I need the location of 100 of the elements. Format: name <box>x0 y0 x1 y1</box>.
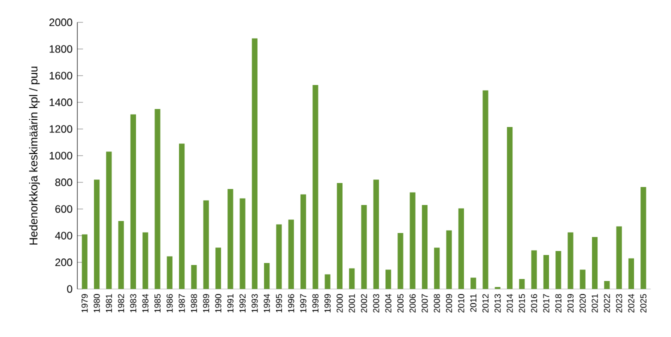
bar <box>349 268 355 289</box>
x-tick-label: 2015 <box>518 294 525 313</box>
bar <box>300 194 306 289</box>
x-tick-label: 2009 <box>446 294 452 313</box>
x-tick-label: 1988 <box>190 294 198 312</box>
bar <box>640 187 646 289</box>
y-tick-label: 400 <box>55 232 72 240</box>
x-tick-label: 2003 <box>373 294 380 313</box>
x-tick-label: 1984 <box>142 294 148 312</box>
x-tick-label: 2006 <box>410 294 416 313</box>
y-axis-title: Hedenorkkoja keskimäärin kpl / puu <box>29 66 40 245</box>
bar <box>312 85 318 289</box>
bar <box>82 234 88 289</box>
bar <box>179 144 185 289</box>
x-tick-label: 2004 <box>385 294 392 313</box>
x-tick-label: 1998 <box>312 294 318 312</box>
y-tick-label: 1200 <box>50 125 72 133</box>
x-tick-label: 2022 <box>604 294 610 313</box>
bar <box>458 208 464 289</box>
x-tick-label: 2024 <box>628 294 634 313</box>
y-tick-label: 1400 <box>50 98 72 106</box>
bar <box>130 114 136 289</box>
x-tick-label: 1986 <box>166 294 173 312</box>
x-tick-label: 2019 <box>567 294 574 313</box>
x-tick-label: 2011 <box>470 294 476 312</box>
bar <box>556 251 562 289</box>
y-tick-label: 200 <box>55 258 72 266</box>
bar <box>240 198 246 289</box>
bar <box>336 183 343 289</box>
y-tick-label: 1600 <box>50 72 72 80</box>
bar <box>398 233 404 289</box>
bar <box>531 250 537 289</box>
bar <box>191 265 197 289</box>
bar <box>519 279 525 289</box>
x-tick-label: 1989 <box>203 294 210 312</box>
bar <box>276 224 282 289</box>
x-tick-label: 2000 <box>336 294 343 313</box>
x-tick-label: 2010 <box>458 294 464 313</box>
x-tick-label: 2016 <box>530 294 538 313</box>
x-tick-label: 2020 <box>580 294 586 313</box>
x-tick-label: 2012 <box>482 294 489 313</box>
bar <box>580 270 586 289</box>
x-tick-label: 1993 <box>252 294 258 312</box>
bar <box>422 205 428 289</box>
x-tick-label: 1985 <box>154 294 161 312</box>
bar <box>94 180 100 289</box>
bar <box>543 255 549 289</box>
bar <box>228 189 234 289</box>
x-tick-label: 1992 <box>239 294 246 312</box>
x-tick-label: 1980 <box>94 294 100 312</box>
x-tick-label: 1983 <box>130 294 136 312</box>
x-tick-label: 2001 <box>348 294 355 313</box>
x-tick-label: 1981 <box>106 294 112 312</box>
y-tick-label: 800 <box>55 178 72 186</box>
bar <box>166 256 172 289</box>
y-tick-label: 1000 <box>50 152 72 160</box>
bar <box>434 248 440 289</box>
x-tick-label: 1997 <box>300 294 306 312</box>
bar <box>324 274 330 289</box>
bar <box>568 232 574 289</box>
x-tick-label: 2023 <box>616 294 622 313</box>
x-tick-label: 1996 <box>288 294 294 312</box>
x-tick-label: 1994 <box>264 294 270 312</box>
y-tick-label: 2000 <box>49 18 72 26</box>
x-tick-label: 1991 <box>227 294 234 312</box>
x-tick-label: 1990 <box>215 294 222 312</box>
x-tick-label: 2008 <box>434 294 440 313</box>
x-tick-label: 2021 <box>592 294 598 313</box>
x-tick-label: 1999 <box>324 294 331 312</box>
x-tick-label: 1979 <box>82 294 88 312</box>
bar <box>142 232 148 289</box>
x-tick-label: 2025 <box>640 294 646 313</box>
x-tick-label: 2007 <box>422 294 428 313</box>
bar <box>446 230 452 289</box>
bar <box>592 237 598 289</box>
bar <box>361 205 367 289</box>
bar <box>203 200 209 289</box>
y-tick-label: 600 <box>55 205 72 213</box>
bar <box>482 90 488 289</box>
x-tick-label: 2017 <box>543 294 550 313</box>
x-tick-label: 2013 <box>494 294 501 313</box>
bar <box>616 226 622 289</box>
bar <box>373 180 379 289</box>
bar <box>215 248 222 289</box>
bar <box>604 281 610 289</box>
bar <box>154 109 160 289</box>
x-tick-label: 1982 <box>118 294 124 312</box>
bar <box>628 258 634 289</box>
bar <box>385 270 392 289</box>
x-tick-label: 1995 <box>276 294 282 312</box>
x-tick-label: 2005 <box>397 294 404 313</box>
bar <box>288 220 294 289</box>
bar <box>506 127 513 289</box>
bar <box>410 192 416 289</box>
x-tick-label: 2002 <box>360 294 368 313</box>
x-tick-label: 1987 <box>178 294 185 312</box>
bar <box>106 152 112 289</box>
bar <box>264 263 270 289</box>
y-tick-label: 0 <box>67 285 72 293</box>
y-tick-label: 1800 <box>50 45 72 53</box>
